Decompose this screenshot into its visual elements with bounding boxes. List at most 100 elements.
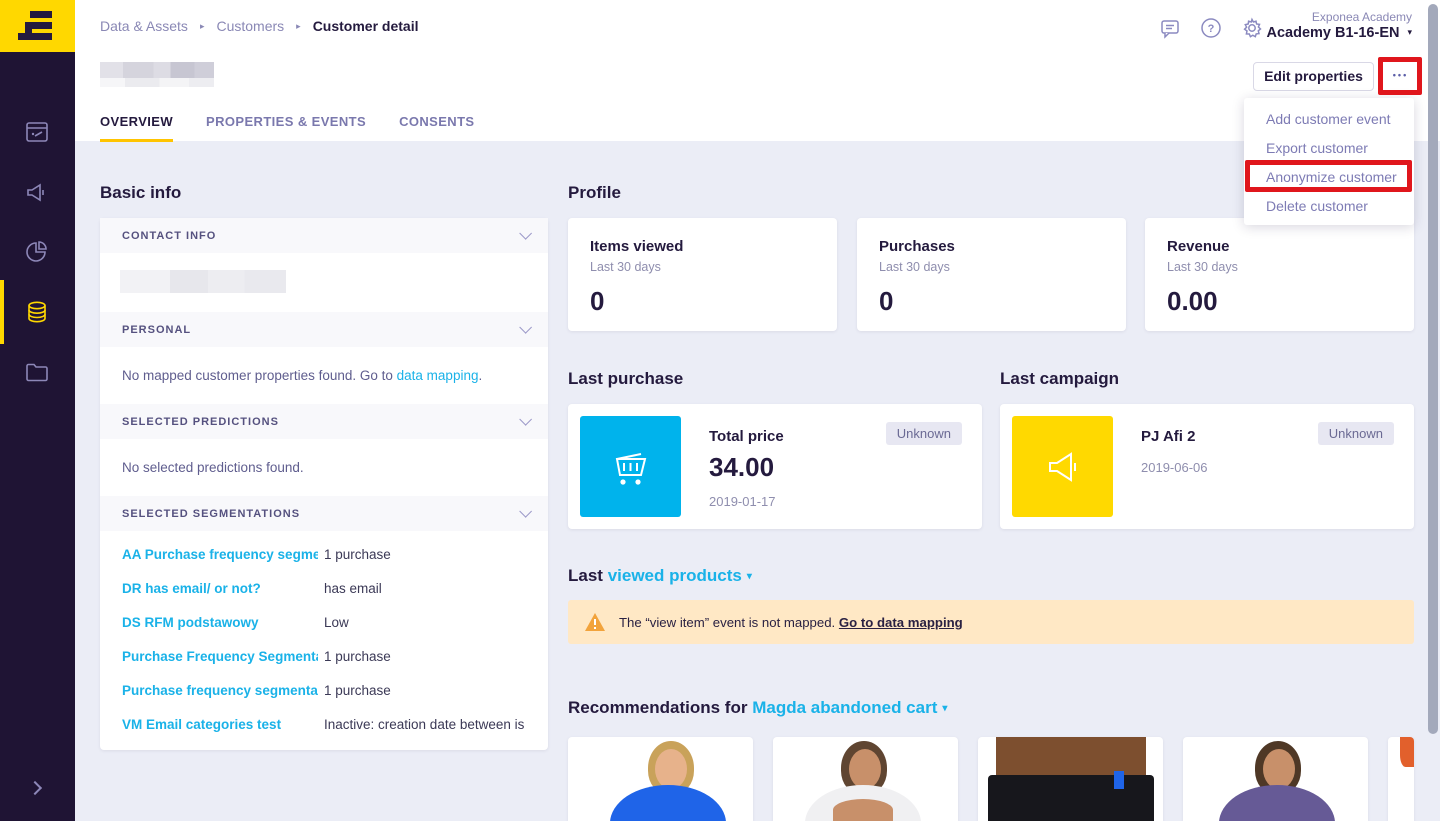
purchase-value: 34.00 (709, 452, 775, 482)
menu-item-add-customer-event[interactable]: Add customer event (1266, 111, 1391, 127)
project-name: Academy B1-16-EN (1266, 25, 1400, 41)
menu-item-anonymize-customer[interactable]: Anonymize customer (1266, 169, 1397, 185)
go-to-data-mapping-link[interactable]: Go to data mapping (838, 614, 963, 630)
page-header (75, 0, 1440, 141)
last-campaign-heading: Last campaign (1000, 369, 1120, 388)
chevron-down-icon (519, 505, 532, 518)
section-selected-segmentations[interactable]: SELECTED SEGMENTATIONS (100, 496, 548, 531)
edit-properties-button[interactable]: Edit properties (1253, 62, 1374, 91)
basic-info-heading: Basic info (100, 183, 182, 202)
settings-gear-icon[interactable] (1240, 16, 1264, 40)
segmentation-link[interactable]: Purchase frequency segmentation (122, 683, 318, 698)
segmentation-link[interactable]: VM Email categories test (122, 717, 282, 732)
segmentation-row: VM Email categories test Inactive: creat… (100, 717, 548, 737)
last-purchase-card: Total price 34.00 2019-01-17 Unknown (568, 404, 982, 529)
segmentation-link[interactable]: AA Purchase frequency segment (122, 547, 318, 562)
product-photo (1388, 737, 1414, 821)
segmentation-value: has email (324, 581, 382, 596)
last-viewed-heading: Last viewed products ▾ (568, 566, 752, 586)
redacted-customer-name (100, 62, 214, 87)
segmentation-row: DR has email/ or not? has email (100, 581, 548, 601)
chat-icon[interactable] (1158, 16, 1182, 40)
breadcrumb-current: Customer detail (312, 18, 419, 34)
sidebar-item-assets[interactable] (17, 352, 57, 392)
section-selected-predictions[interactable]: SELECTED PREDICTIONS (100, 404, 548, 439)
campaign-date: 2019-06-06 (1141, 460, 1208, 475)
predictions-title: SELECTED PREDICTIONS (122, 415, 279, 428)
product-photo (978, 737, 1163, 821)
warning-message: The “view item” event is not mapped. (619, 614, 836, 630)
stat-period: Last 30 days (1167, 260, 1238, 274)
product-card[interactable] (978, 737, 1163, 821)
product-card[interactable] (773, 737, 958, 821)
personal-empty-prefix: No mapped customer properties found. Go … (122, 368, 397, 383)
status-badge: Unknown (885, 422, 962, 445)
segmentation-link[interactable]: DS RFM podstawowy (122, 615, 259, 630)
menu-item-export-customer[interactable]: Export customer (1266, 140, 1368, 156)
folder-icon (26, 363, 48, 382)
sidebar-item-analytics[interactable] (17, 232, 57, 272)
warning-text: The “view item” event is not mapped. Go … (619, 615, 963, 630)
segmentation-link[interactable]: Purchase Frequency Segmentation (122, 649, 318, 664)
scrollbar-thumb[interactable] (1428, 4, 1438, 734)
recommendations-heading: Recommendations for Magda abandoned cart… (568, 698, 947, 718)
megaphone-nav-icon (27, 183, 44, 202)
warning-icon (585, 613, 605, 631)
exponea-logo[interactable] (0, 0, 75, 52)
chevron-down-icon (519, 413, 532, 426)
sidebar (0, 0, 75, 821)
stat-title: Purchases (879, 238, 955, 255)
purchase-title: Total price (709, 428, 784, 445)
recommendation-selector[interactable]: Magda abandoned cart (752, 698, 938, 717)
breadcrumb-data-assets[interactable]: Data & Assets (100, 18, 188, 34)
segmentation-value: 1 purchase (324, 683, 391, 698)
breadcrumb-separator-icon: ▸ (296, 20, 301, 31)
stat-title: Revenue (1167, 238, 1230, 255)
segmentation-link[interactable]: DR has email/ or not? (122, 581, 261, 596)
tab-overview[interactable]: OVERVIEW (100, 114, 174, 142)
stat-period: Last 30 days (590, 260, 661, 274)
menu-item-delete-customer[interactable]: Delete customer (1266, 198, 1368, 214)
caret-down-icon: ▾ (942, 703, 948, 714)
stat-value: 0 (590, 286, 605, 316)
product-card[interactable] (1183, 737, 1368, 821)
personal-empty-suffix: . (478, 368, 483, 383)
basic-info-card: CONTACT INFO PERSONAL No mapped customer… (100, 218, 548, 750)
heading-prefix: Last (568, 566, 603, 585)
breadcrumb-separator-icon: ▸ (199, 20, 205, 31)
chevron-down-icon (519, 227, 532, 240)
tab-properties-events[interactable]: PROPERTIES & EVENTS (206, 114, 367, 129)
status-badge: Unknown (1317, 422, 1394, 445)
warning-banner: The “view item” event is not mapped. Go … (568, 600, 1414, 644)
viewed-products-selector[interactable]: viewed products (607, 566, 742, 585)
section-contact-info[interactable]: CONTACT INFO (100, 218, 548, 253)
tab-consents[interactable]: CONSENTS (399, 114, 475, 129)
sidebar-item-campaigns[interactable] (17, 172, 57, 212)
redacted-contact-info (120, 270, 286, 293)
segmentation-row: Purchase Frequency Segmentation 1 purcha… (100, 649, 548, 669)
breadcrumb-customers[interactable]: Customers (216, 18, 285, 34)
sidebar-item-data[interactable] (17, 292, 57, 332)
help-icon[interactable]: ? (1199, 16, 1223, 40)
segmentation-row: AA Purchase frequency segment 1 purchase (100, 547, 548, 567)
product-card[interactable] (1388, 737, 1414, 821)
product-card[interactable] (568, 737, 753, 821)
purchase-tile (580, 416, 681, 517)
breadcrumb: Data & Assets ▸ Customers ▸ Customer det… (100, 18, 419, 34)
personal-title: PERSONAL (122, 323, 192, 336)
exponea-logo-icon (18, 11, 52, 40)
campaign-tile (1012, 416, 1113, 517)
predictions-empty-text: No selected predictions found. (122, 460, 304, 475)
sidebar-expand-button[interactable] (28, 782, 42, 796)
product-photo (773, 737, 958, 821)
segmentation-row: Purchase frequency segmentation 1 purcha… (100, 683, 548, 703)
section-personal[interactable]: PERSONAL (100, 312, 548, 347)
sidebar-item-dashboard[interactable] (17, 112, 57, 152)
actions-dropdown-menu: Add customer event Export customer Anony… (1244, 98, 1414, 225)
svg-text:?: ? (1208, 23, 1215, 35)
segmentation-value: Inactive: creation date between is (324, 717, 525, 732)
project-switcher[interactable]: Exponea Academy Academy B1-16-EN ▾ (1266, 10, 1412, 42)
stat-card-items-viewed: Items viewed Last 30 days 0 (568, 218, 837, 331)
data-mapping-link[interactable]: data mapping (396, 368, 479, 383)
more-actions-button[interactable]: ••• (1384, 63, 1417, 90)
